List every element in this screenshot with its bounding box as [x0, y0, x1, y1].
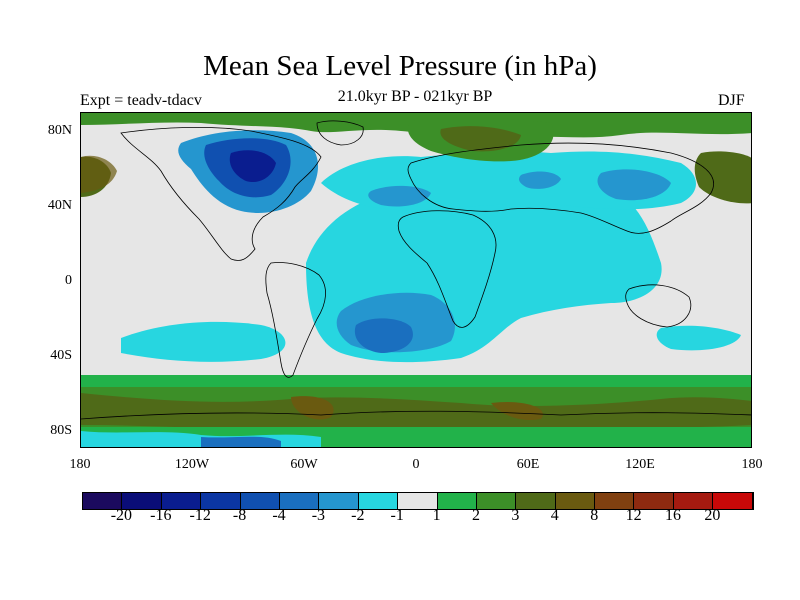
colorbar-swatch	[673, 493, 714, 509]
lat-label-40n: 40N	[47, 198, 72, 213]
southwest-pacific-cyan	[656, 325, 741, 351]
south-atlantic-core	[354, 318, 413, 353]
colorbar-label: 3	[511, 507, 520, 524]
southern-brown-patch	[291, 396, 334, 420]
northern-europe-dark	[440, 126, 521, 152]
asia-blue-patch	[597, 169, 671, 201]
southern-brown-patch-2	[491, 401, 543, 421]
lon-label-60e: 60E	[516, 457, 540, 472]
colorbar-swatch	[122, 493, 162, 509]
lat-label-80s: 80S	[50, 423, 72, 438]
south-america-outline	[265, 262, 326, 378]
colorbar-swatch	[595, 493, 635, 509]
colorbar-label: -16	[150, 507, 172, 524]
antarctica-outline	[81, 410, 751, 420]
colorbar-label: -1	[390, 507, 404, 524]
colorbar-swatch	[476, 493, 517, 509]
season-label: DJF	[718, 92, 745, 109]
southeast-pacific-cyan	[121, 321, 286, 362]
map-frame	[80, 112, 752, 448]
colorbar-label: 8	[590, 507, 599, 524]
dateline-high-core	[81, 155, 117, 193]
colorbar-swatch	[83, 493, 123, 509]
north-america-low-deep	[229, 150, 276, 183]
colorbar-swatch	[437, 493, 477, 509]
colorbar-label: -2	[351, 507, 365, 524]
colorbar-label: -20	[110, 507, 133, 524]
antarctic-blue	[201, 436, 281, 447]
colorbar-label: -4	[272, 507, 286, 524]
lon-label-60w: 60W	[290, 457, 318, 472]
colorbar-label: 20	[704, 507, 721, 524]
australia-outline	[625, 284, 692, 328]
north-atlantic-blue	[368, 185, 431, 207]
africa-outline	[397, 210, 497, 328]
lon-label-0: 0	[412, 457, 420, 472]
greenland-outline	[316, 120, 364, 146]
colorbar-swatch	[358, 493, 399, 509]
colorbar-label: -12	[189, 507, 211, 524]
colorbar-swatch	[319, 493, 359, 509]
colorbar-label: -3	[311, 507, 326, 524]
colorbar-swatch	[634, 493, 674, 509]
lat-label-0: 0	[65, 273, 72, 288]
plot-subtitle: 21.0kyr BP - 021kyr BP	[337, 88, 493, 105]
colorbar-swatch	[555, 493, 596, 509]
colorbar-swatch	[240, 493, 280, 509]
colorbar-swatch	[713, 493, 753, 509]
east-asia-high	[694, 151, 751, 204]
experiment-label: Expt = teadv-tdacv	[80, 92, 202, 109]
lat-label-40s: 40S	[50, 348, 72, 363]
colorbar-swatch	[201, 493, 241, 509]
colorbar-swatch	[398, 493, 438, 509]
colorbar-label: 4	[550, 507, 559, 524]
colorbar-label: 1	[432, 507, 441, 524]
colorbar-swatch	[161, 493, 202, 509]
coastlines	[81, 120, 751, 420]
plot-title: Mean Sea Level Pressure (in hPa)	[203, 50, 597, 82]
lon-label-180e: 180	[741, 457, 763, 472]
colorbar-label: -8	[232, 507, 247, 524]
north-america-outline	[120, 126, 322, 261]
lon-label-120e: 120E	[625, 457, 655, 472]
pressure-anomaly-map	[81, 113, 751, 447]
colorbar-swatch	[516, 493, 556, 509]
colorbar-swatch	[279, 493, 320, 509]
colorbar-label: 16	[665, 507, 681, 524]
lat-label-80n: 80N	[47, 123, 72, 138]
colorbar	[82, 492, 754, 510]
eurasia-outline	[407, 142, 714, 234]
lon-label-120w: 120W	[174, 457, 210, 472]
lon-label-180w: 180	[69, 457, 91, 472]
colorbar-label: 12	[625, 507, 642, 524]
central-asia-blue	[518, 171, 561, 189]
colorbar-label: 2	[472, 507, 480, 524]
